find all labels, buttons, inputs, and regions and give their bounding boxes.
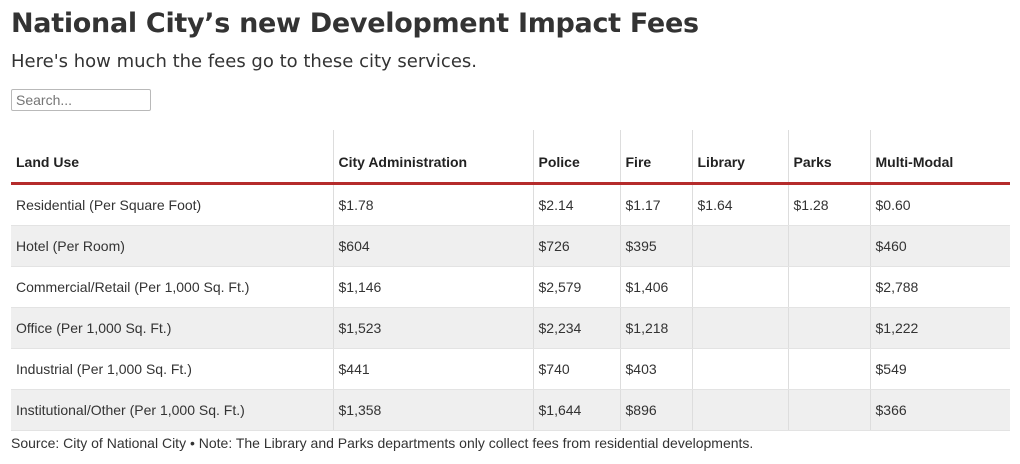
fees-table: Land Use City Administration Police Fire Lib… [11, 130, 1010, 431]
fee-cell: $460 [869, 225, 1010, 267]
column-header[interactable]: Parks [787, 130, 870, 185]
fee-cell [691, 348, 788, 390]
fee-cell: $1.64 [691, 183, 788, 226]
land-use-cell: Hotel (Per Room) [11, 225, 333, 267]
table-body: Residential (Per Square Foot) $1.78 $2.14 $… [11, 183, 1010, 431]
chart-subtitle: Here's how much the fees go to these cit… [11, 51, 477, 72]
column-header[interactable]: Police [532, 130, 620, 185]
fee-cell: $1,218 [619, 307, 692, 349]
fee-cell: $1,644 [532, 389, 620, 431]
fee-cell: $1.78 [332, 183, 533, 226]
fee-cell: $726 [532, 225, 620, 267]
table-row: Industrial (Per 1,000 Sq. Ft.) $441 $740 $4… [11, 348, 1010, 390]
table-row: Hotel (Per Room) $604 $726 $395 $460 [11, 225, 1010, 267]
fee-cell [691, 307, 788, 349]
table-row: Residential (Per Square Foot) $1.78 $2.14 $… [11, 183, 1010, 226]
fee-cell [691, 266, 788, 308]
fee-cell: $740 [532, 348, 620, 390]
fee-cell: $395 [619, 225, 692, 267]
fee-cell: $2,579 [532, 266, 620, 308]
fee-cell: $1,146 [332, 266, 533, 308]
land-use-cell: Residential (Per Square Foot) [11, 183, 333, 226]
fee-cell: $1,222 [869, 307, 1010, 349]
table-row: Institutional/Other (Per 1,000 Sq. Ft.) $… [11, 389, 1010, 431]
column-header[interactable]: Land Use [11, 130, 333, 185]
fee-cell: $2,234 [532, 307, 620, 349]
table-row: Office (Per 1,000 Sq. Ft.) $1,523 $2,234 $1… [11, 307, 1010, 349]
land-use-cell: Industrial (Per 1,000 Sq. Ft.) [11, 348, 333, 390]
fee-cell [787, 389, 870, 431]
land-use-cell: Commercial/Retail (Per 1,000 Sq. Ft.) [11, 266, 333, 308]
column-header[interactable]: Fire [619, 130, 692, 185]
fee-cell: $1,358 [332, 389, 533, 431]
column-header[interactable]: City Administration [332, 130, 533, 185]
fee-cell: $403 [619, 348, 692, 390]
fee-cell: $2,788 [869, 266, 1010, 308]
fee-cell: $1,523 [332, 307, 533, 349]
fee-cell [691, 225, 788, 267]
column-header[interactable]: Library [691, 130, 788, 185]
fee-cell [787, 225, 870, 267]
chart-title: National City’s new Development Impact F… [11, 8, 699, 39]
fee-cell [691, 389, 788, 431]
fee-cell: $1.28 [787, 183, 870, 226]
column-header[interactable]: Multi-Modal [869, 130, 1010, 185]
land-use-cell: Office (Per 1,000 Sq. Ft.) [11, 307, 333, 349]
fee-cell: $366 [869, 389, 1010, 431]
table-row: Commercial/Retail (Per 1,000 Sq. Ft.) $1,… [11, 266, 1010, 308]
fee-cell [787, 266, 870, 308]
land-use-cell: Institutional/Other (Per 1,000 Sq. Ft.) [11, 389, 333, 431]
fee-cell [787, 307, 870, 349]
source-note: Source: City of National City • Note: Th… [11, 435, 754, 451]
fee-cell: $1.17 [619, 183, 692, 226]
fee-cell: $549 [869, 348, 1010, 390]
fee-cell: $896 [619, 389, 692, 431]
fee-cell: $0.60 [869, 183, 1010, 226]
fee-cell: $1,406 [619, 266, 692, 308]
table-header-row: Land Use City Administration Police Fire Lib… [11, 130, 1010, 185]
fee-cell: $604 [332, 225, 533, 267]
fee-cell: $441 [332, 348, 533, 390]
search-input[interactable] [11, 89, 151, 111]
fee-cell [787, 348, 870, 390]
fee-cell: $2.14 [532, 183, 620, 226]
